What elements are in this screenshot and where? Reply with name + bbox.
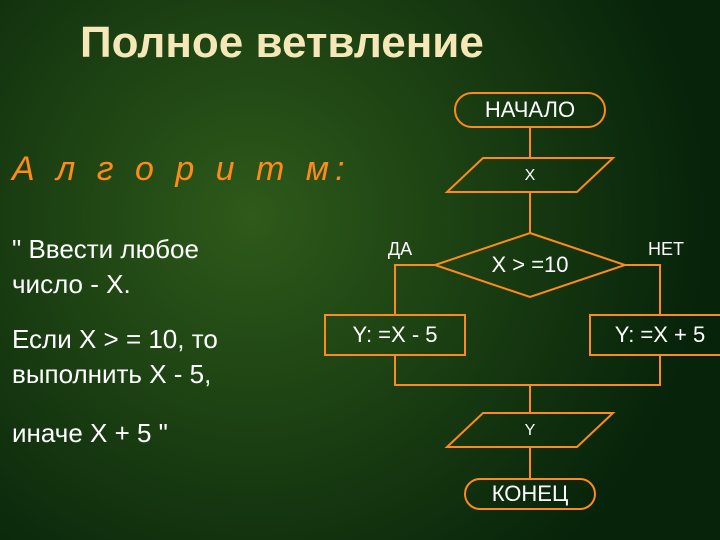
flow-node-label-start: НАЧАЛО <box>485 97 575 122</box>
flow-edge <box>395 355 660 385</box>
flow-edge <box>625 265 660 315</box>
flowchart: НАЧАЛО Х Х > =10 Y: =X - 5 Y: =X + 5 Y КОНЕЦ ДА… <box>0 0 720 540</box>
flow-node-label-end: КОНЕЦ <box>492 481 569 506</box>
flow-node-label-no: Y: =X + 5 <box>615 322 706 347</box>
flow-node-label-input_x: Х <box>525 167 536 184</box>
branch-label-no: НЕТ <box>648 239 684 259</box>
flow-node-label-yes: Y: =X - 5 <box>353 322 438 347</box>
flow-edge <box>395 265 435 315</box>
branch-label-yes: ДА <box>388 239 412 259</box>
flow-node-label-cond: Х > =10 <box>491 252 568 277</box>
slide: Полное ветвлениеА л г о р и т м:" Ввести… <box>0 0 720 540</box>
flow-node-label-out_y: Y <box>525 422 536 439</box>
